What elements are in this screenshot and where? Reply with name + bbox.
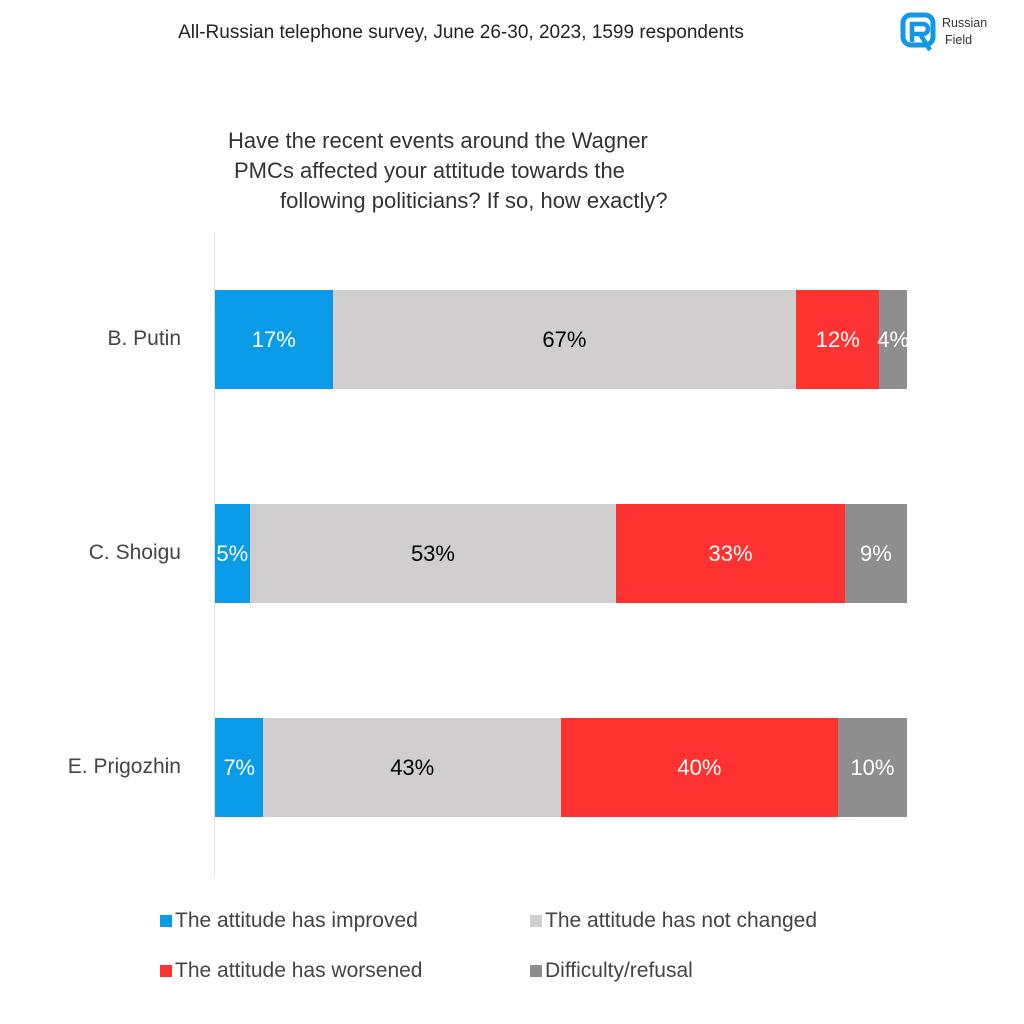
category-label: C. Shoigu [88,541,181,564]
category-label: E. Prigozhin [67,755,181,778]
legend-label: Difficulty/refusal [545,959,693,982]
data-label: 17% [251,326,296,352]
bar-segment: 10% [837,718,907,817]
chart-title: Have the recent events around the Wagner… [220,126,750,216]
title-line: following politicians? If so, how exactl… [280,188,668,213]
survey-subtitle: All-Russian telephone survey, June 26-30… [178,22,744,43]
bar-segment: 53% [249,504,617,603]
bar-segment: 4% [877,290,910,389]
bar-segment: 9% [844,504,907,603]
data-label: 12% [815,326,860,352]
bar-segment: 17% [215,290,333,389]
legend-label: The attitude has not changed [545,909,818,932]
logo-line-1: Russian [942,16,988,30]
data-label: 10% [850,754,895,780]
bar-segment: 33% [616,504,845,603]
data-label: 7% [223,754,256,780]
legend-improved: The attitude has improved [160,909,418,933]
legend-not-changed: The attitude has not changed [530,909,817,933]
legend-swatch [530,915,542,927]
bar-segment: 43% [263,718,561,817]
data-label: 67% [542,326,587,352]
data-label: 4% [877,326,910,352]
russian-field-logo-icon [900,12,936,52]
bar-segment: 67% [332,290,797,389]
legend-label: The attitude has worsened [175,959,423,982]
data-label: 5% [216,540,249,566]
legend-difficulty: Difficulty/refusal [530,959,693,983]
title-line: Have the recent events around the Wagner [228,128,648,153]
logo-text: Russian Field [942,15,987,49]
legend-label: The attitude has improved [175,909,418,932]
legend-swatch [160,915,172,927]
legend-swatch [530,965,542,977]
data-label: 43% [390,754,435,780]
legend-worsened: The attitude has worsened [160,959,423,983]
data-label: 53% [410,540,455,566]
category-axis [214,232,215,875]
data-label: 33% [708,540,753,566]
bar-segment: 5% [215,504,250,603]
bar-segment: 7% [215,718,264,817]
logo-line-2: Field [945,33,973,47]
data-label: 40% [677,754,722,780]
bar-segment: 40% [561,718,838,817]
bar-segment: 12% [796,290,880,389]
data-label: 9% [859,540,892,566]
category-label: B. Putin [107,327,181,350]
legend-swatch [160,965,172,977]
title-line: PMCs affected your attitude towards the [234,158,625,183]
